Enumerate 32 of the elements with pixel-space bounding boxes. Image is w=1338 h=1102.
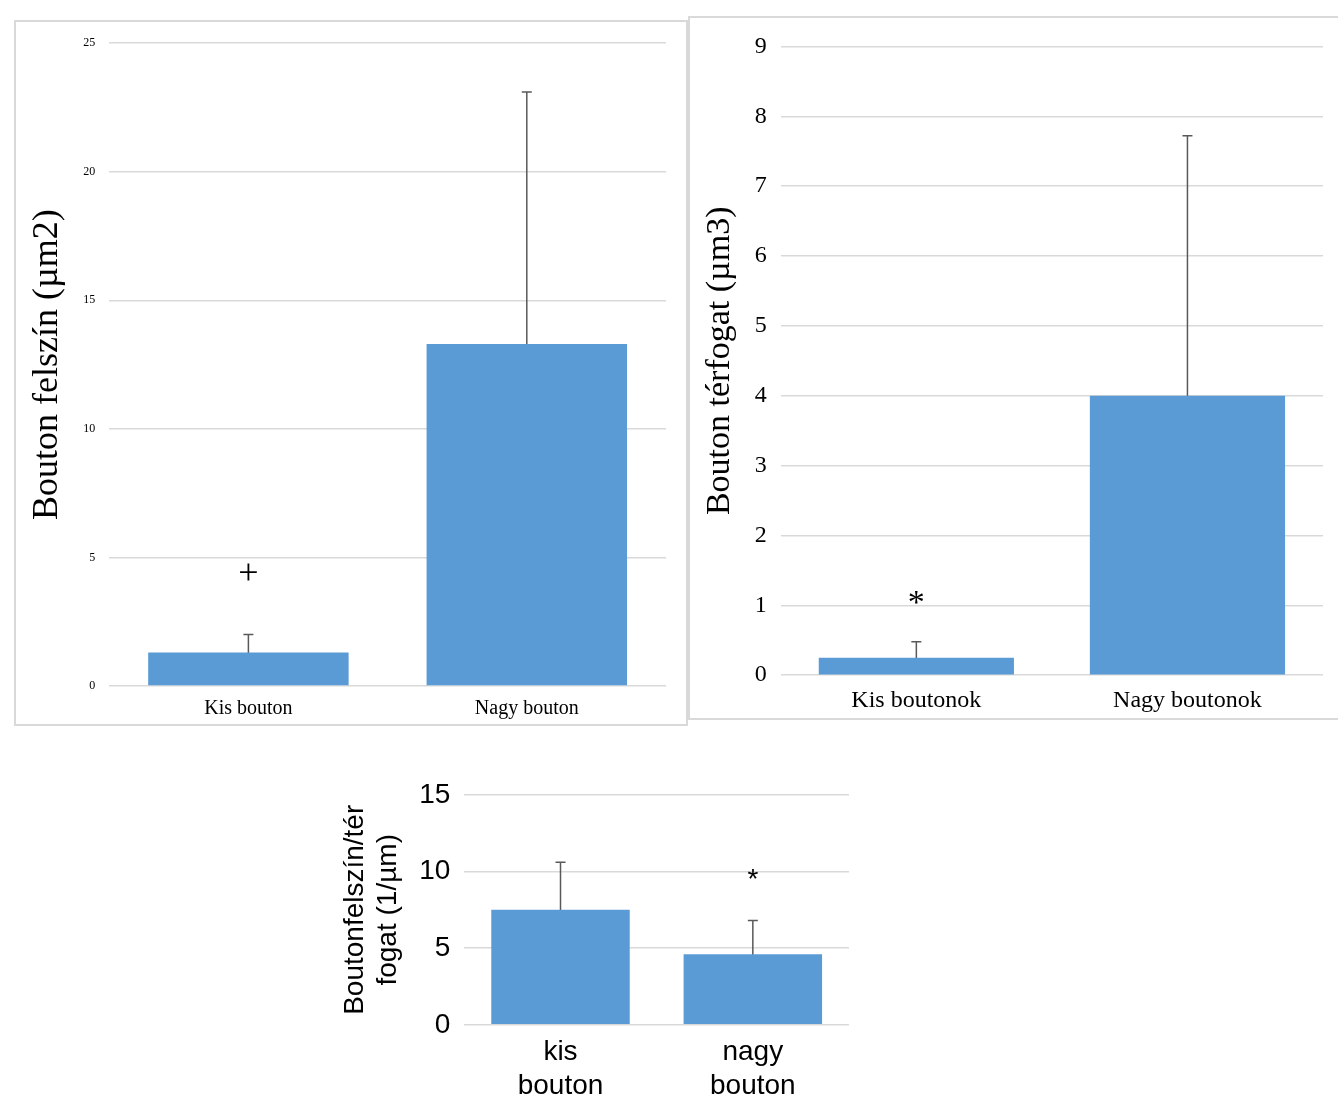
x-tick-label: Nagy bouton [474,696,579,720]
y-axis-title: Bouton térfogat (µm3) [699,206,738,516]
y-tick-label: 15 [419,777,451,809]
y-axis-title: Boutonfelszín/tér fogat (1/µm) [337,804,403,1015]
x-tick-label: Kis bouton [204,696,293,719]
y-tick-label: 2 [754,520,767,547]
y-tick-label: 10 [83,421,96,436]
x-tick-label: Nagy boutonok [1113,685,1262,712]
y-tick-label: 4 [754,381,767,408]
y-tick-label: 3 [754,450,767,477]
y-tick-label: 0 [89,678,96,693]
annotation: + [238,552,259,593]
x-tick-label: Kis boutonok [851,685,982,712]
y-tick-label: 25 [83,35,96,50]
y-tick-label: 5 [434,930,451,962]
y-tick-label: 6 [754,241,767,268]
x-tick-label: nagy bouton [710,1035,796,1100]
y-tick-label: 8 [754,101,767,128]
y-tick-label: 0 [434,1007,451,1039]
y-tick-label: 5 [754,311,767,338]
y-tick-label: 5 [89,549,96,564]
y-tick-label: 9 [754,31,767,58]
x-tick-label: kis bouton [517,1035,604,1100]
y-tick-label: 10 [419,854,451,886]
y-axis-title: Bouton felszín (µm2) [25,209,66,520]
annotation: * [907,582,925,620]
y-tick-label: 20 [83,163,96,178]
y-tick-label: 7 [754,171,767,198]
y-tick-label: 15 [83,292,96,307]
y-tick-label: 1 [754,590,767,617]
y-tick-label: 0 [754,660,767,687]
annotation: * [747,863,759,895]
